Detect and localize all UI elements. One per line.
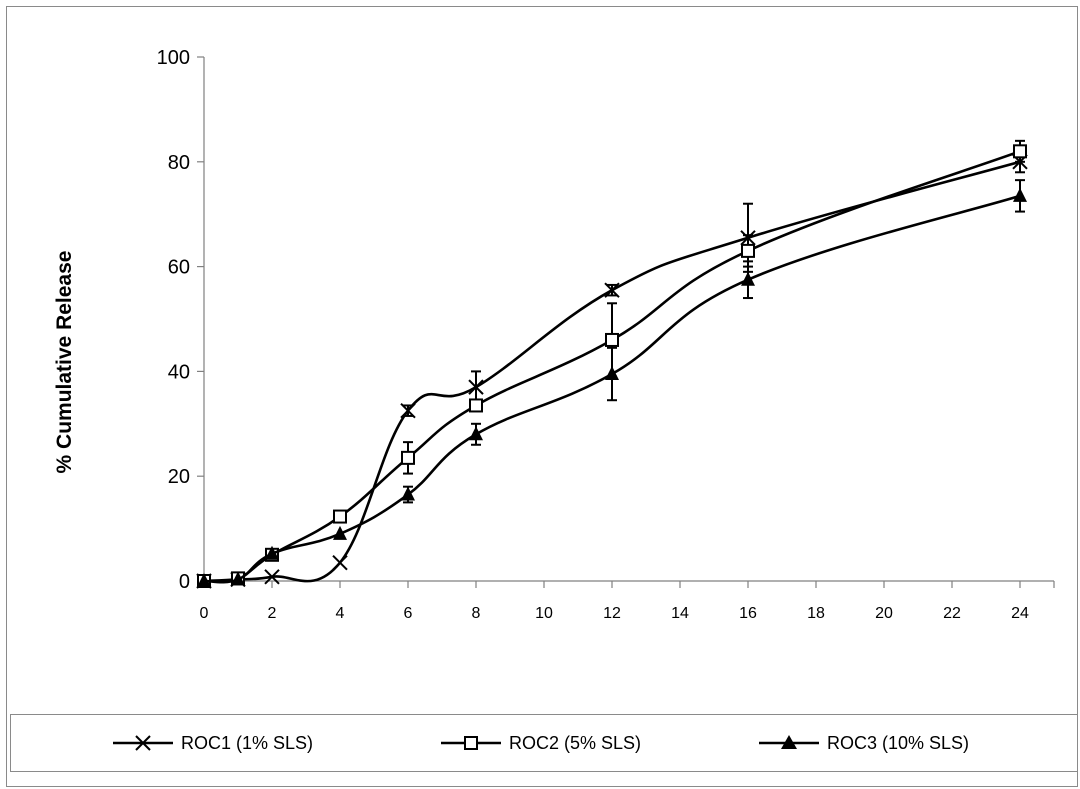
x-tick-label: 18 — [807, 605, 825, 622]
data-point-x-marker — [468, 379, 484, 395]
series-3 — [197, 179, 1027, 587]
data-point-x-marker — [264, 569, 280, 585]
legend-label-roc2: ROC2 (5% SLS) — [509, 732, 642, 753]
data-point-triangle-marker — [231, 571, 245, 586]
series-layer — [196, 139, 1028, 589]
y-tick-label: 0 — [179, 571, 190, 593]
x-tick-label: 6 — [404, 605, 413, 622]
x-tick-label: 22 — [943, 605, 961, 622]
x-tick-label: 4 — [336, 605, 345, 622]
data-point-triangle-marker — [605, 366, 619, 381]
x-tick-label: 0 — [200, 605, 209, 622]
chart-frame — [6, 6, 1078, 787]
data-point-square-marker — [401, 450, 415, 465]
legend: ROC1 (1% SLS) ROC2 (5% SLS) ROC3 (10% SL… — [10, 714, 1078, 772]
y-tick-label: 100 — [157, 47, 190, 69]
data-point-triangle-marker — [469, 426, 483, 441]
x-tick-label: 14 — [671, 605, 689, 622]
legend-label-roc3: ROC3 (10% SLS) — [827, 732, 970, 753]
data-point-square-marker — [333, 509, 347, 524]
data-point-triangle-marker — [741, 271, 755, 286]
data-point-square-marker — [1013, 144, 1027, 159]
y-axis-label: % Cumulative Release — [53, 251, 76, 474]
data-point-x-marker — [332, 554, 348, 571]
data-point-triangle-marker — [197, 573, 211, 587]
data-point-triangle-marker — [265, 545, 279, 560]
data-point-triangle-marker — [1013, 187, 1027, 202]
x-tick-label: 2 — [268, 605, 277, 622]
y-tick-label: 20 — [168, 466, 190, 488]
data-point-square-marker — [469, 398, 483, 413]
x-marker-icon — [113, 735, 173, 751]
data-point-x-marker — [604, 282, 620, 298]
series-line — [203, 194, 1021, 584]
series-line — [203, 150, 1021, 583]
x-tick-label: 12 — [603, 605, 621, 622]
data-point-square-marker — [741, 243, 755, 258]
x-tick-label: 8 — [472, 605, 481, 622]
legend-item-roc1: ROC1 (1% SLS) — [111, 715, 313, 771]
data-point-triangle-marker — [401, 486, 415, 501]
x-tick-label: 20 — [875, 605, 893, 622]
data-point-x-marker — [400, 402, 416, 419]
data-point-triangle-marker — [333, 525, 347, 540]
legend-label-roc1: ROC1 (1% SLS) — [181, 732, 314, 753]
triangle-marker-icon — [759, 735, 819, 749]
data-point-square-marker — [605, 332, 619, 347]
x-tick-label: 16 — [739, 605, 757, 622]
square-marker-icon — [441, 736, 501, 750]
legend-item-roc3: ROC3 (10% SLS) — [757, 715, 969, 771]
y-tick-label: 40 — [168, 361, 190, 383]
y-tick-label: 80 — [168, 152, 190, 174]
y-tick-label: 60 — [168, 257, 190, 279]
legend-item-roc2: ROC2 (5% SLS) — [439, 715, 641, 771]
x-tick-label: 24 — [1011, 605, 1029, 622]
x-tick-label: 10 — [535, 605, 553, 622]
